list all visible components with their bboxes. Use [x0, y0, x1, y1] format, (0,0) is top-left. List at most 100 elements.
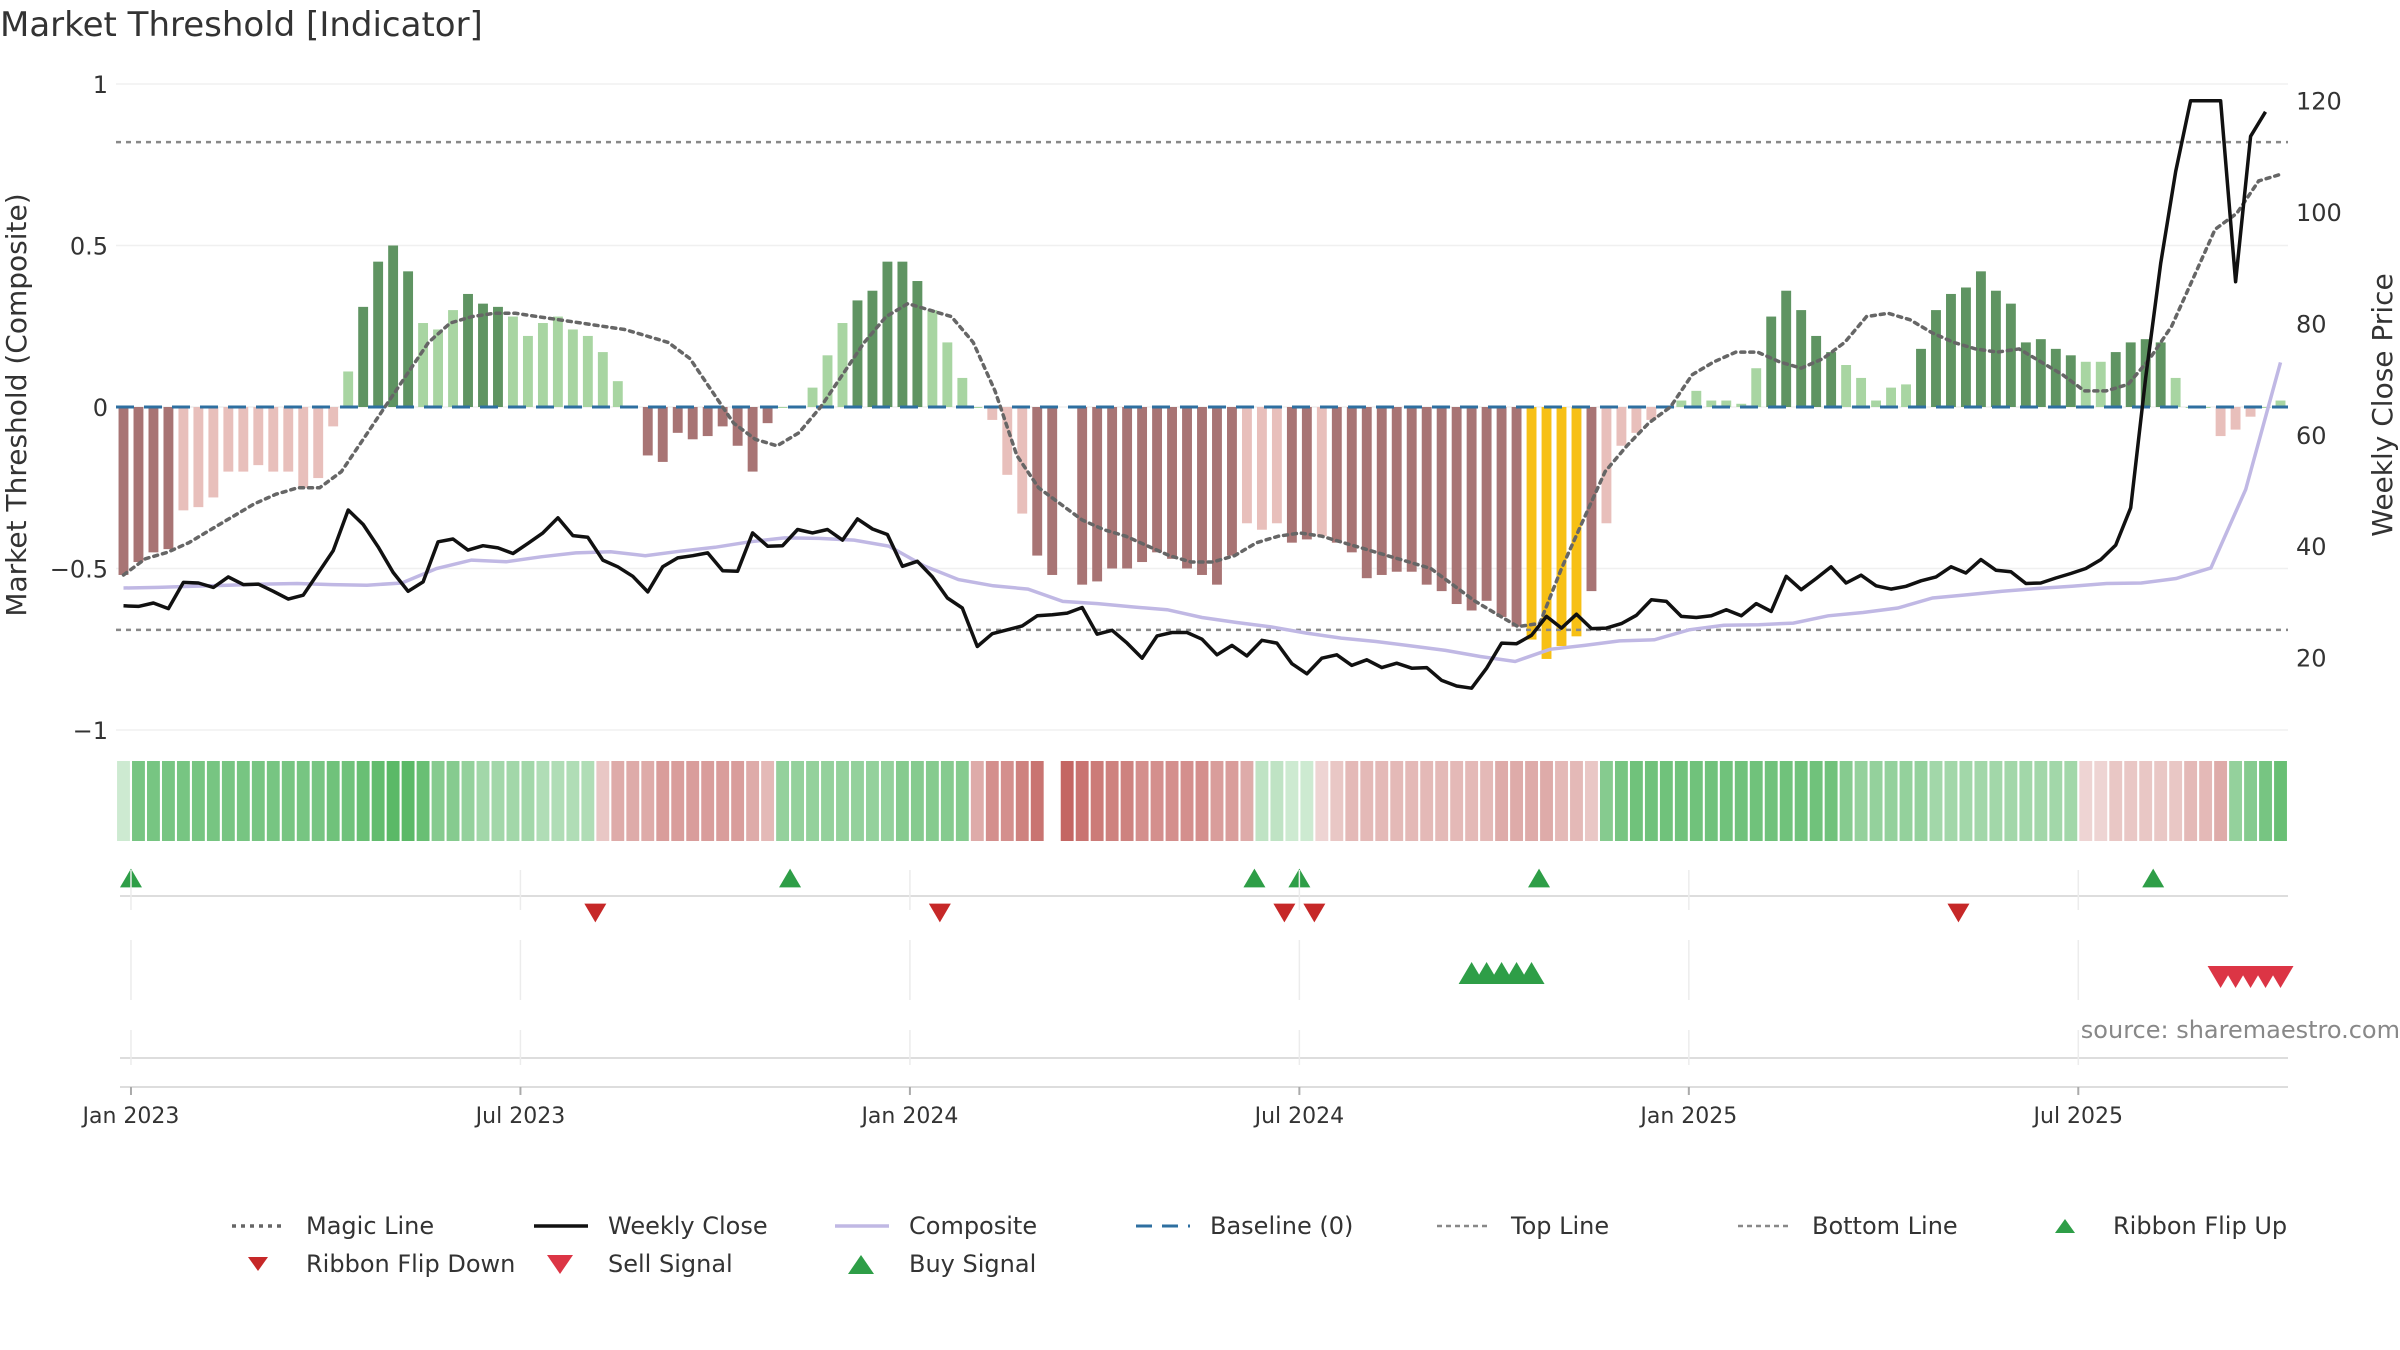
ribbon-cell: [701, 761, 715, 841]
legend-label: Buy Signal: [909, 1250, 1037, 1278]
ribbon-cell: [566, 761, 580, 841]
ribbon-cell: [1420, 761, 1434, 841]
ribbon-cell: [1360, 761, 1374, 841]
ribbon-flip-down-marker: [1273, 903, 1296, 923]
ribbon-cell: [925, 761, 939, 841]
y-tick-label: 1: [93, 71, 108, 99]
buy-signal-marker: [1518, 961, 1545, 985]
composite-bar: [208, 407, 219, 498]
ribbon-cell: [1435, 761, 1449, 841]
ribbon-cell: [251, 761, 265, 841]
composite-bar: [1601, 407, 1612, 524]
ribbon-cell: [836, 761, 849, 841]
ribbon-cell: [1270, 761, 1284, 841]
legend-item: Top Line: [1435, 1208, 1609, 1244]
ribbon-cell: [1764, 761, 1778, 841]
y2-tick-label: 120: [2296, 88, 2342, 116]
composite-bar: [2245, 407, 2256, 417]
composite-bar: [1032, 407, 1043, 556]
legend-swatch: [848, 1255, 874, 1274]
ribbon-cell: [1839, 761, 1853, 841]
lines: [116, 98, 2288, 690]
ribbon-cell: [2169, 761, 2183, 841]
composite-bar: [927, 310, 938, 407]
ribbon-cell: [1315, 761, 1329, 841]
composite-bar: [1047, 407, 1058, 575]
legend-label: Ribbon Flip Up: [2113, 1212, 2288, 1240]
composite-bar: [687, 407, 698, 440]
composite-bar: [1736, 403, 1747, 407]
legend-label: Bottom Line: [1812, 1212, 1958, 1240]
composite-bar: [1886, 387, 1896, 407]
composite-bar: [1212, 407, 1222, 585]
composite-bar: [493, 306, 503, 407]
ribbon-flip-down-marker: [1303, 903, 1326, 923]
composite-bar: [298, 407, 309, 488]
legend-label: Baseline (0): [1210, 1212, 1354, 1240]
composite-bar: [1152, 407, 1163, 553]
ribbon-cell: [431, 761, 445, 841]
ribbon-cell: [626, 761, 640, 841]
composite-bar: [987, 407, 998, 420]
x-axis: Jan 2023 Jul 2023 Jan 2024 Jul 2024 Jan 2025…: [81, 870, 2123, 1129]
composite-bar: [717, 407, 728, 427]
ribbon-cell: [506, 761, 520, 841]
ribbon-cell: [2094, 761, 2108, 841]
composite-bar: [1826, 352, 1837, 407]
composite-bar: [2020, 342, 2031, 407]
legend-swatch: [534, 1224, 588, 1228]
legend: Magic Line Weekly Close Composite Baseline …: [230, 1208, 2350, 1298]
composite-bar: [807, 387, 818, 407]
ribbon-cell: [746, 761, 760, 841]
ribbon-flip-down-marker: [928, 903, 951, 923]
ribbon-cell: [2019, 761, 2033, 841]
composite-bar: [702, 407, 713, 437]
legend-swatch: [835, 1224, 889, 1228]
x-tick-label: Jan 2024: [859, 1104, 958, 1129]
composite-bar: [268, 407, 279, 472]
ribbon-cell: [191, 761, 205, 841]
ribbon-cell: [910, 761, 924, 841]
ribbon-cell: [1674, 761, 1688, 841]
composite-bar: [1182, 407, 1192, 569]
y-tick-label: 0: [93, 394, 108, 422]
composite-bar: [1916, 348, 1926, 407]
composite-line: [123, 361, 2283, 664]
composite-bar: [433, 329, 443, 407]
composite-bars: [118, 245, 2286, 659]
x-tick-label: Jul 2024: [1253, 1104, 1345, 1129]
ribbon-cell: [1255, 761, 1269, 841]
ribbon-flip-up-marker: [1528, 868, 1551, 888]
legend-item: Bottom Line: [1736, 1208, 1958, 1244]
legend-swatch: [1136, 1224, 1190, 1228]
composite-bar: [1271, 407, 1282, 524]
composite-bar: [762, 407, 773, 424]
composite-bar: [1631, 407, 1642, 433]
ribbon-cell: [206, 761, 220, 841]
magic-line: [121, 172, 2283, 629]
composite-bar: [642, 407, 653, 456]
legend-swatch-triangle: [2055, 1219, 2075, 1233]
composite-bar: [1811, 335, 1822, 407]
composite-bar: [2215, 407, 2226, 437]
sell-signal-marker: [2267, 965, 2294, 989]
legend-swatch: [248, 1257, 268, 1271]
source-credit: source: sharemaestro.com: [2080, 1016, 2400, 1044]
legend-swatch: [2055, 1219, 2075, 1233]
x-tick-label: Jan 2023: [81, 1104, 180, 1129]
composite-bar: [373, 261, 384, 407]
ribbon-cell: [940, 761, 954, 841]
composite-bar: [1436, 407, 1447, 592]
ribbon-cell: [2184, 761, 2198, 841]
composite-bar: [1197, 407, 1207, 575]
ribbon-cell: [2274, 761, 2287, 841]
ribbon-flip-down-marker: [584, 903, 607, 923]
composite-bar: [1361, 407, 1372, 579]
composite-bar: [1676, 400, 1687, 407]
ribbon-cell: [1495, 761, 1509, 841]
composite-bar: [1871, 400, 1882, 407]
composite-bar: [1227, 407, 1237, 556]
ribbon-cell: [1405, 761, 1419, 841]
legend-swatch: [232, 1224, 286, 1228]
composite-bar: [972, 407, 983, 408]
